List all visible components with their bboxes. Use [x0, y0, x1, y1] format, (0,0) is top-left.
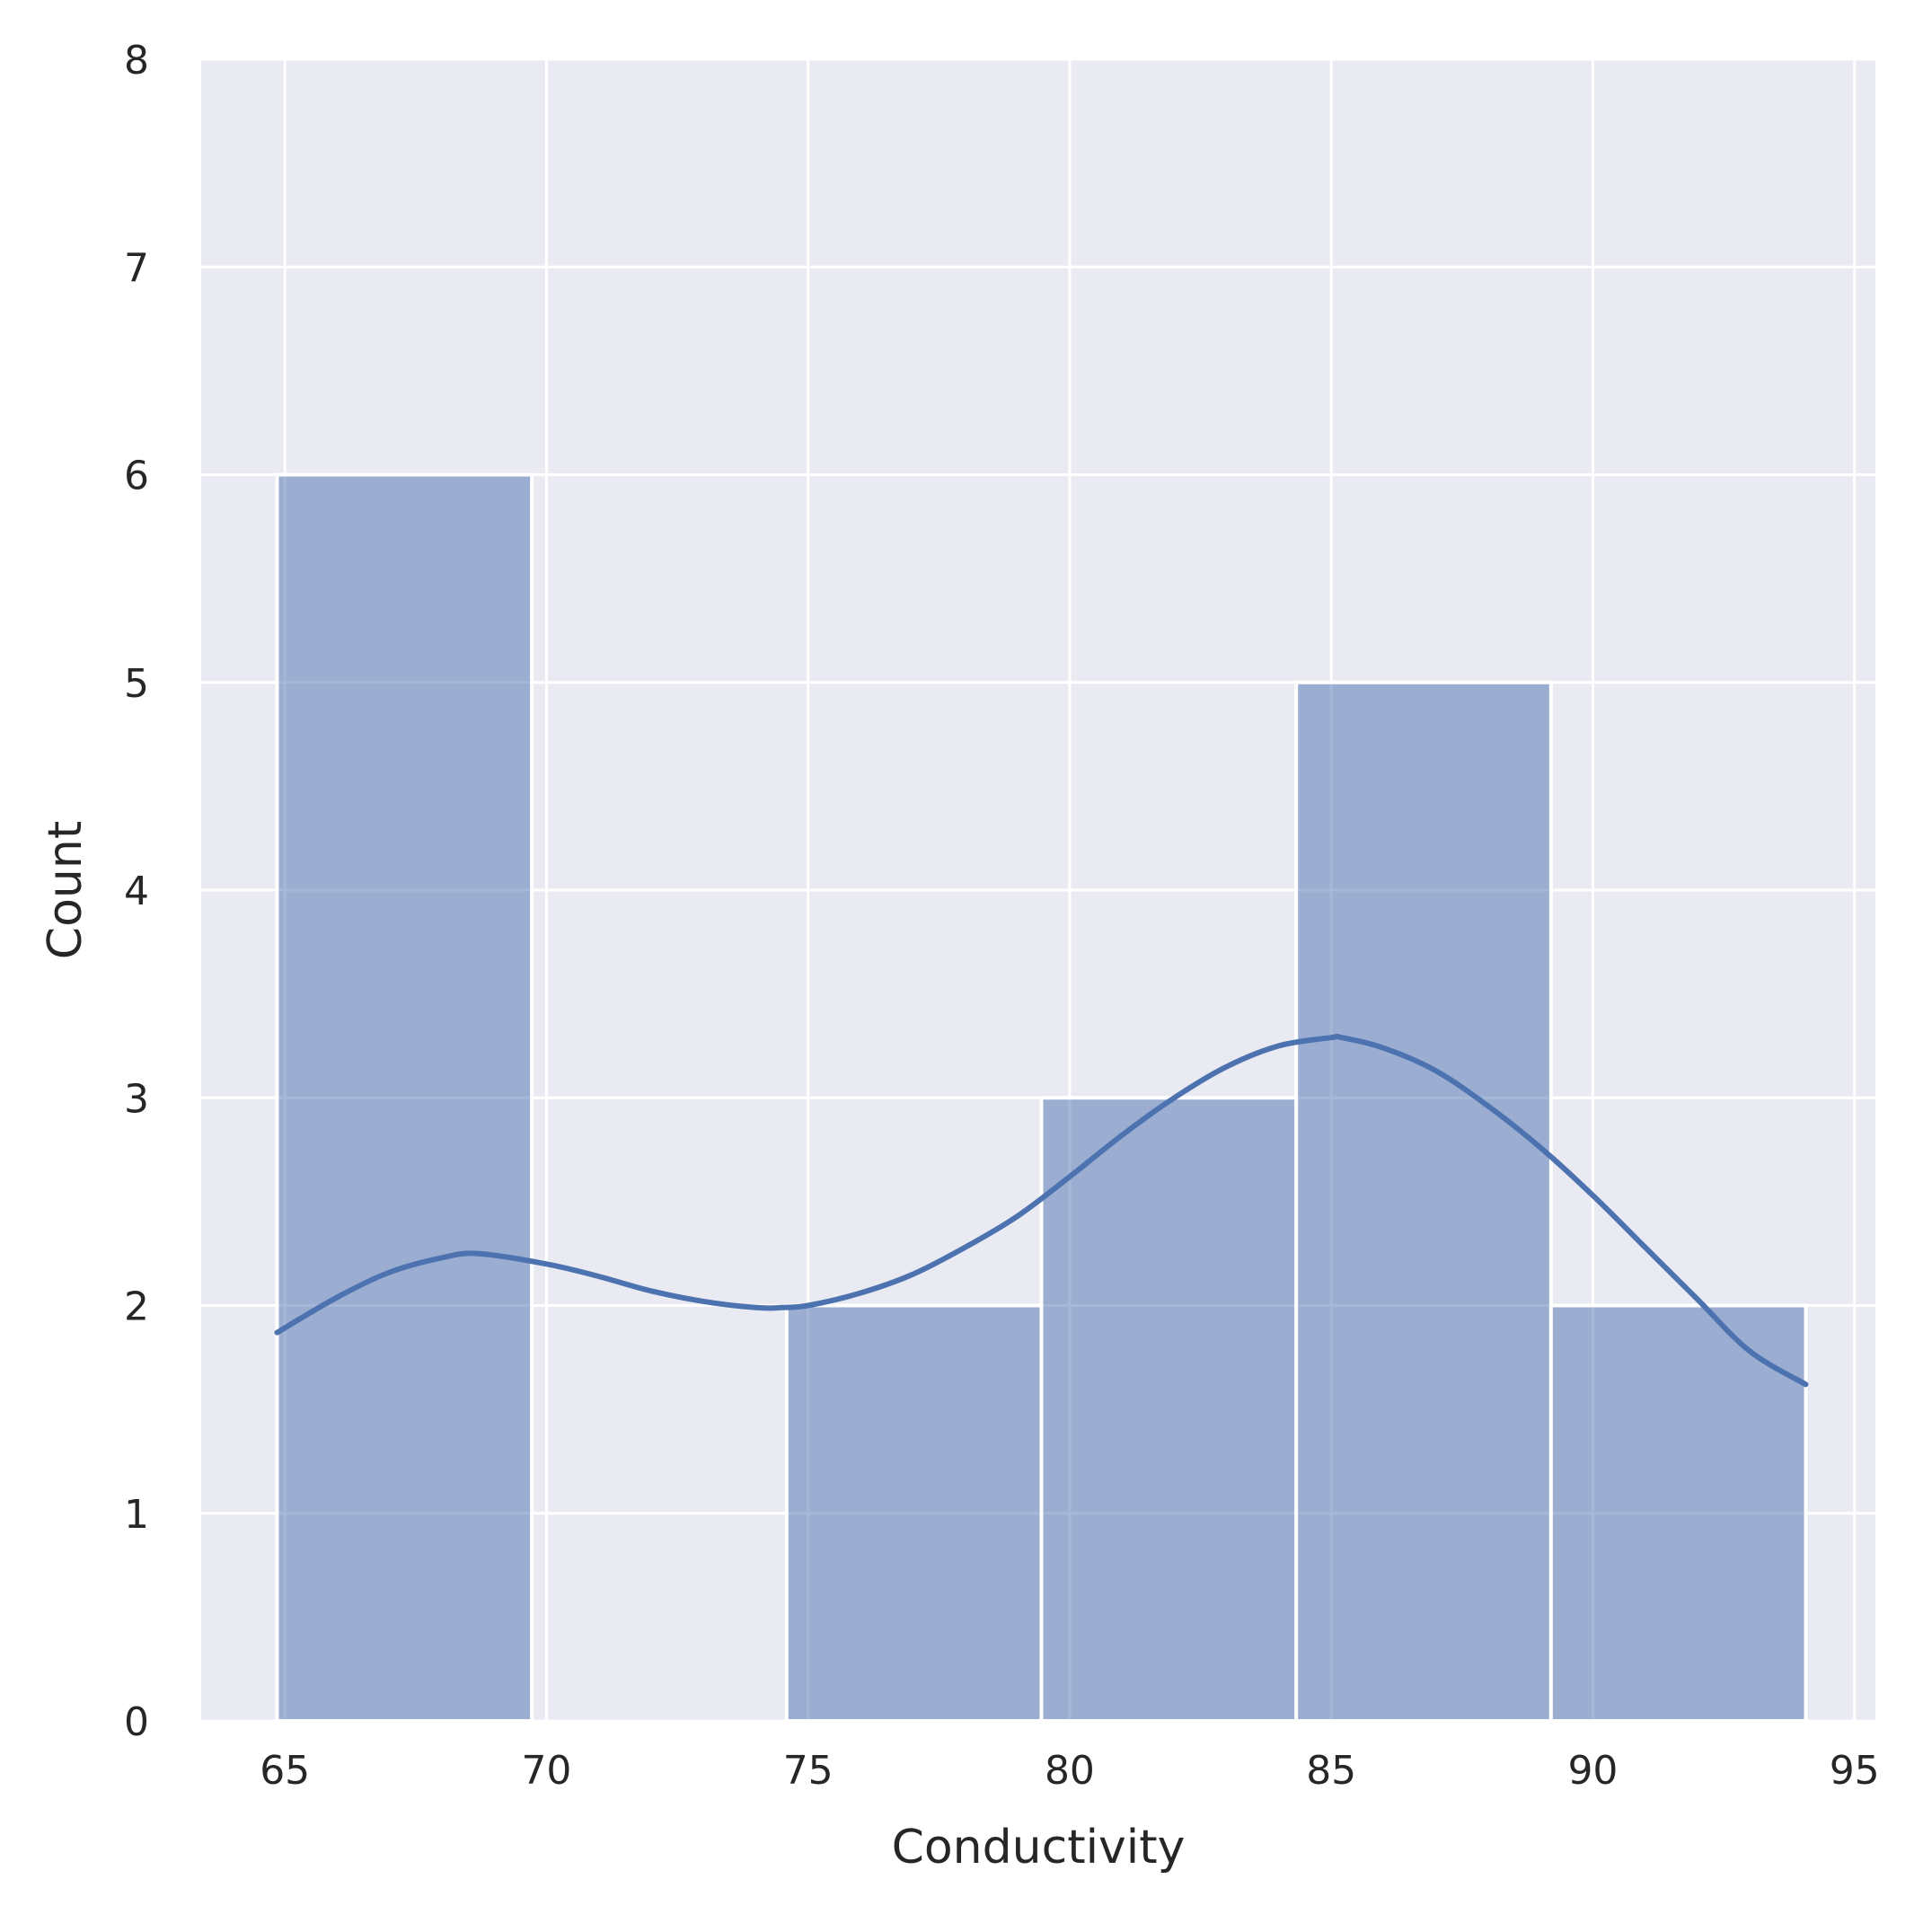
- kde-curve: [274, 1033, 1809, 1388]
- y-tick-labels: 0 1 2 3 4 5 6 7 8: [124, 38, 149, 1745]
- histogram-bar: [1294, 680, 1553, 1723]
- y-tick-label: 3: [124, 1076, 149, 1122]
- x-tick-label: 80: [1045, 1748, 1095, 1794]
- y-tick-label: 5: [124, 661, 149, 707]
- histogram-bar: [1039, 1096, 1299, 1723]
- histogram-bars: [275, 472, 1808, 1723]
- x-tick-label: 75: [783, 1748, 834, 1794]
- y-tick-label: 2: [124, 1284, 149, 1330]
- x-tick-label: 70: [521, 1748, 571, 1794]
- x-tick-label: 90: [1567, 1748, 1618, 1794]
- x-tick-label: 95: [1830, 1748, 1880, 1794]
- y-tick-label: 6: [124, 454, 149, 499]
- x-axis-label: Conductivity: [892, 1821, 1186, 1875]
- y-tick-label: 8: [124, 38, 149, 84]
- x-tick-labels: 65 70 75 80 85 90 95: [260, 1748, 1880, 1794]
- y-tick-label: 1: [124, 1492, 149, 1538]
- histogram-bar: [1548, 1303, 1808, 1723]
- x-tick-label: 85: [1306, 1748, 1356, 1794]
- histogram-bar: [275, 472, 534, 1723]
- y-tick-label: 7: [124, 245, 149, 291]
- x-tick-label: 65: [260, 1748, 310, 1794]
- y-tick-label: 4: [124, 869, 149, 914]
- y-tick-label: 0: [124, 1699, 149, 1745]
- histogram-bar: [784, 1303, 1044, 1723]
- y-axis-label: Count: [39, 821, 93, 959]
